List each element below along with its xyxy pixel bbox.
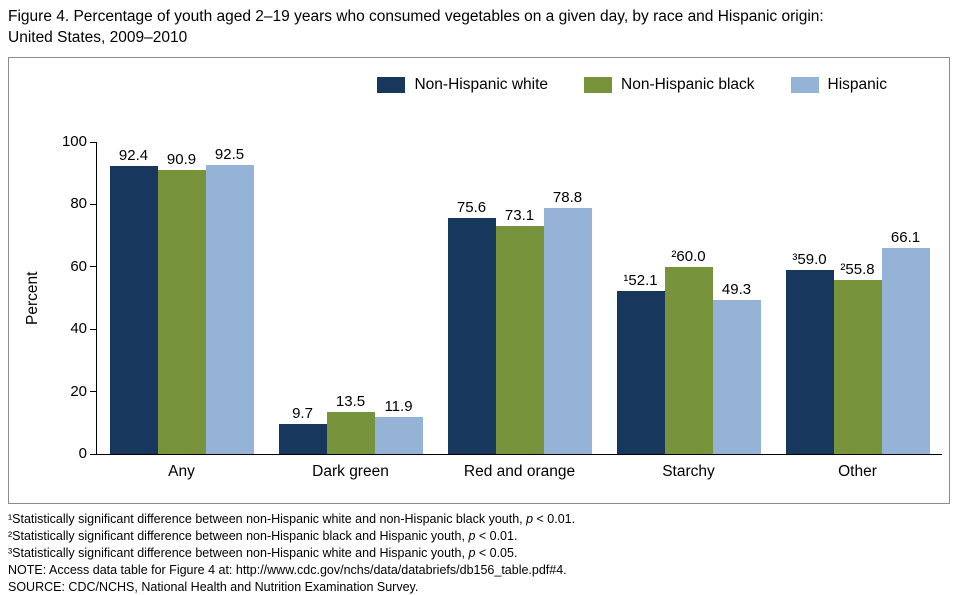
- legend-label: Non-Hispanic black: [621, 76, 755, 93]
- footnote-italic-p: p: [526, 512, 534, 526]
- footnote-text: < 0.05.: [475, 546, 518, 560]
- bar: [109, 165, 158, 454]
- bar-column: 78.8: [543, 142, 592, 454]
- bar-column: 49.3: [712, 142, 761, 454]
- y-tick-label: 80: [70, 195, 87, 213]
- bar-group-1: 9.7 13.5 11.9 Dark green: [278, 142, 423, 480]
- figure-title-line-1: Figure 4. Percentage of youth aged 2–19 …: [8, 8, 824, 25]
- bar-value-label: 75.6: [456, 199, 487, 217]
- figure-title: Figure 4. Percentage of youth aged 2–19 …: [8, 6, 952, 48]
- bar: [157, 170, 206, 454]
- bar: [447, 218, 496, 454]
- footnote-italic-p: p: [468, 529, 476, 543]
- bar-column: ²60.0: [664, 142, 713, 454]
- footnote-italic-p: p: [468, 546, 476, 560]
- plot-area: 92.4 90.9 92.5 Any 9.7 13.5 11.9 Dark green 75.6…: [96, 142, 942, 480]
- bar-value-label: 92.4: [118, 146, 149, 164]
- bar-value-label: 13.5: [335, 392, 366, 410]
- footnote-text: SOURCE: CDC/NCHS, National Health and Nu…: [8, 580, 419, 594]
- footnote-text: ²Statistically significant difference be…: [8, 529, 469, 543]
- legend-label: Non-Hispanic white: [414, 76, 549, 93]
- bar-column: ²55.8: [833, 142, 882, 454]
- legend: Non-Hispanic white Non-Hispanic black Hisp…: [377, 76, 887, 94]
- bar-column: ¹52.1: [616, 142, 665, 454]
- footnotes: ¹Statistically significant difference be…: [8, 511, 952, 595]
- bar-column: 90.9: [157, 142, 206, 454]
- footnote-text: < 0.01.: [533, 512, 576, 526]
- bar-column: 13.5: [326, 142, 375, 454]
- bar: [833, 279, 882, 454]
- bar: [543, 208, 592, 454]
- legend-label: Hispanic: [827, 76, 887, 93]
- y-tick-label: 0: [78, 445, 87, 462]
- bar: [785, 269, 834, 454]
- bar-value-label: 73.1: [504, 206, 535, 224]
- bar-column: 75.6: [447, 142, 496, 454]
- category-label: Dark green: [312, 463, 389, 480]
- footnote-text: < 0.01.: [475, 529, 518, 543]
- footnote-text: ³Statistically significant difference be…: [8, 546, 469, 560]
- bar-group-4: ³59.0 ²55.8 66.1 Other: [785, 142, 930, 480]
- legend-item-0: Non-Hispanic white: [377, 76, 548, 94]
- bar-group-3: ¹52.1 ²60.0 49.3 Starchy: [616, 142, 761, 480]
- footnote-1: ¹Statistically significant difference be…: [8, 511, 952, 528]
- footnote-4: NOTE: Access data table for Figure 4 at:…: [8, 562, 952, 579]
- bar-column: 11.9: [374, 142, 423, 454]
- legend-swatch: [377, 77, 406, 93]
- bar: [616, 291, 665, 454]
- bar-column: 92.4: [109, 142, 158, 454]
- footnote-2: ²Statistically significant difference be…: [8, 528, 952, 545]
- bar-value-label: 49.3: [721, 281, 752, 299]
- category-label: Other: [838, 463, 877, 480]
- bar-value-label: 11.9: [384, 397, 413, 415]
- footnote-text: NOTE: Access data table for Figure 4 at:…: [8, 563, 567, 577]
- y-tick-label: 20: [70, 382, 87, 400]
- bar-group-2: 75.6 73.1 78.8 Red and orange: [447, 142, 592, 480]
- bar-value-label: 90.9: [166, 151, 197, 169]
- bar-value-label: 78.8: [552, 189, 583, 207]
- bar-value-label: ²60.0: [671, 247, 706, 265]
- bar-value-label: 66.1: [890, 228, 921, 246]
- y-axis-label: Percent: [24, 271, 41, 325]
- bar: [881, 247, 930, 454]
- bar-column: 9.7: [278, 142, 327, 454]
- bar-value-label: ¹52.1: [623, 272, 658, 290]
- legend-swatch: [584, 77, 613, 93]
- legend-item-1: Non-Hispanic black: [584, 76, 755, 94]
- y-tick-label: 60: [70, 257, 87, 275]
- bar-column: 66.1: [881, 142, 930, 454]
- bar-column: ³59.0: [785, 142, 834, 454]
- category-label: Starchy: [662, 463, 715, 480]
- footnote-text: ¹Statistically significant difference be…: [8, 512, 527, 526]
- bar: [326, 411, 375, 454]
- legend-swatch: [790, 77, 819, 93]
- bar: [205, 165, 254, 454]
- bar-value-label: ²55.8: [840, 260, 875, 278]
- footnote-5: SOURCE: CDC/NCHS, National Health and Nu…: [8, 579, 952, 595]
- chart-frame: Non-Hispanic white Non-Hispanic black Hisp…: [8, 57, 950, 504]
- category-label: Red and orange: [463, 463, 576, 480]
- y-tick-label: 100: [61, 133, 87, 150]
- figure-title-line-2: United States, 2009–2010: [8, 29, 188, 46]
- category-label: Any: [168, 463, 195, 480]
- bar-value-label: 9.7: [292, 404, 313, 422]
- bar-value-label: 92.5: [214, 146, 245, 164]
- bar: [712, 300, 761, 454]
- legend-item-2: Hispanic: [790, 76, 887, 94]
- bar-group-0: 92.4 90.9 92.5 Any: [109, 142, 254, 480]
- bar-column: 92.5: [205, 142, 254, 454]
- bar-column: 73.1: [495, 142, 544, 454]
- bar-value-label: ³59.0: [792, 250, 827, 268]
- bar: [664, 266, 713, 454]
- footnote-3: ³Statistically significant difference be…: [8, 545, 952, 562]
- bar: [495, 225, 544, 454]
- bar: [278, 423, 327, 454]
- bar: [374, 416, 423, 454]
- y-tick-label: 40: [70, 320, 87, 338]
